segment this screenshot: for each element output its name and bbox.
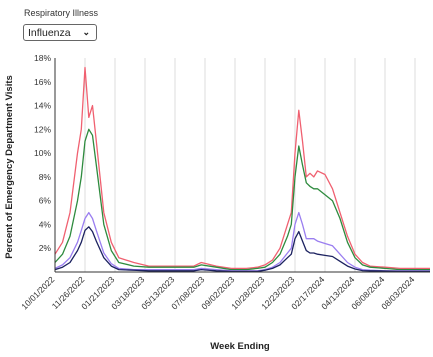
y-tick-label: 14%: [34, 101, 51, 111]
y-tick-label: 18%: [34, 53, 51, 63]
illness-select[interactable]: Influenza ⌄: [23, 24, 97, 41]
x-axis-ticks: 10/01/202211/26/202201/21/202303/18/2023…: [19, 274, 416, 311]
y-tick-label: 8%: [39, 172, 52, 182]
x-tick-label: 08/03/2024: [379, 274, 416, 311]
y-tick-label: 2%: [39, 243, 52, 253]
y-tick-label: 10%: [34, 148, 51, 158]
illness-select-value: Influenza: [28, 26, 71, 39]
series-lines: [54, 66, 430, 273]
y-tick-label: 12%: [34, 124, 51, 134]
y-axis-ticks: 2% 4% 6% 8% 10% 12% 14% 16% 18%: [34, 53, 51, 253]
x-axis-title: Week Ending: [210, 341, 270, 352]
y-tick-label: 4%: [39, 219, 52, 229]
y-tick-label: 6%: [39, 196, 52, 206]
y-tick-label: 16%: [34, 77, 51, 87]
y-axis-title: Percent of Emergency Department Visits: [4, 75, 15, 259]
chevron-down-icon: ⌄: [82, 27, 90, 37]
series-line-2: [54, 128, 430, 271]
series-line-1: [54, 66, 430, 270]
series-line-4: [54, 226, 430, 273]
grid-lines: [54, 58, 416, 272]
filter-label: Respiratory Illness: [24, 8, 99, 18]
